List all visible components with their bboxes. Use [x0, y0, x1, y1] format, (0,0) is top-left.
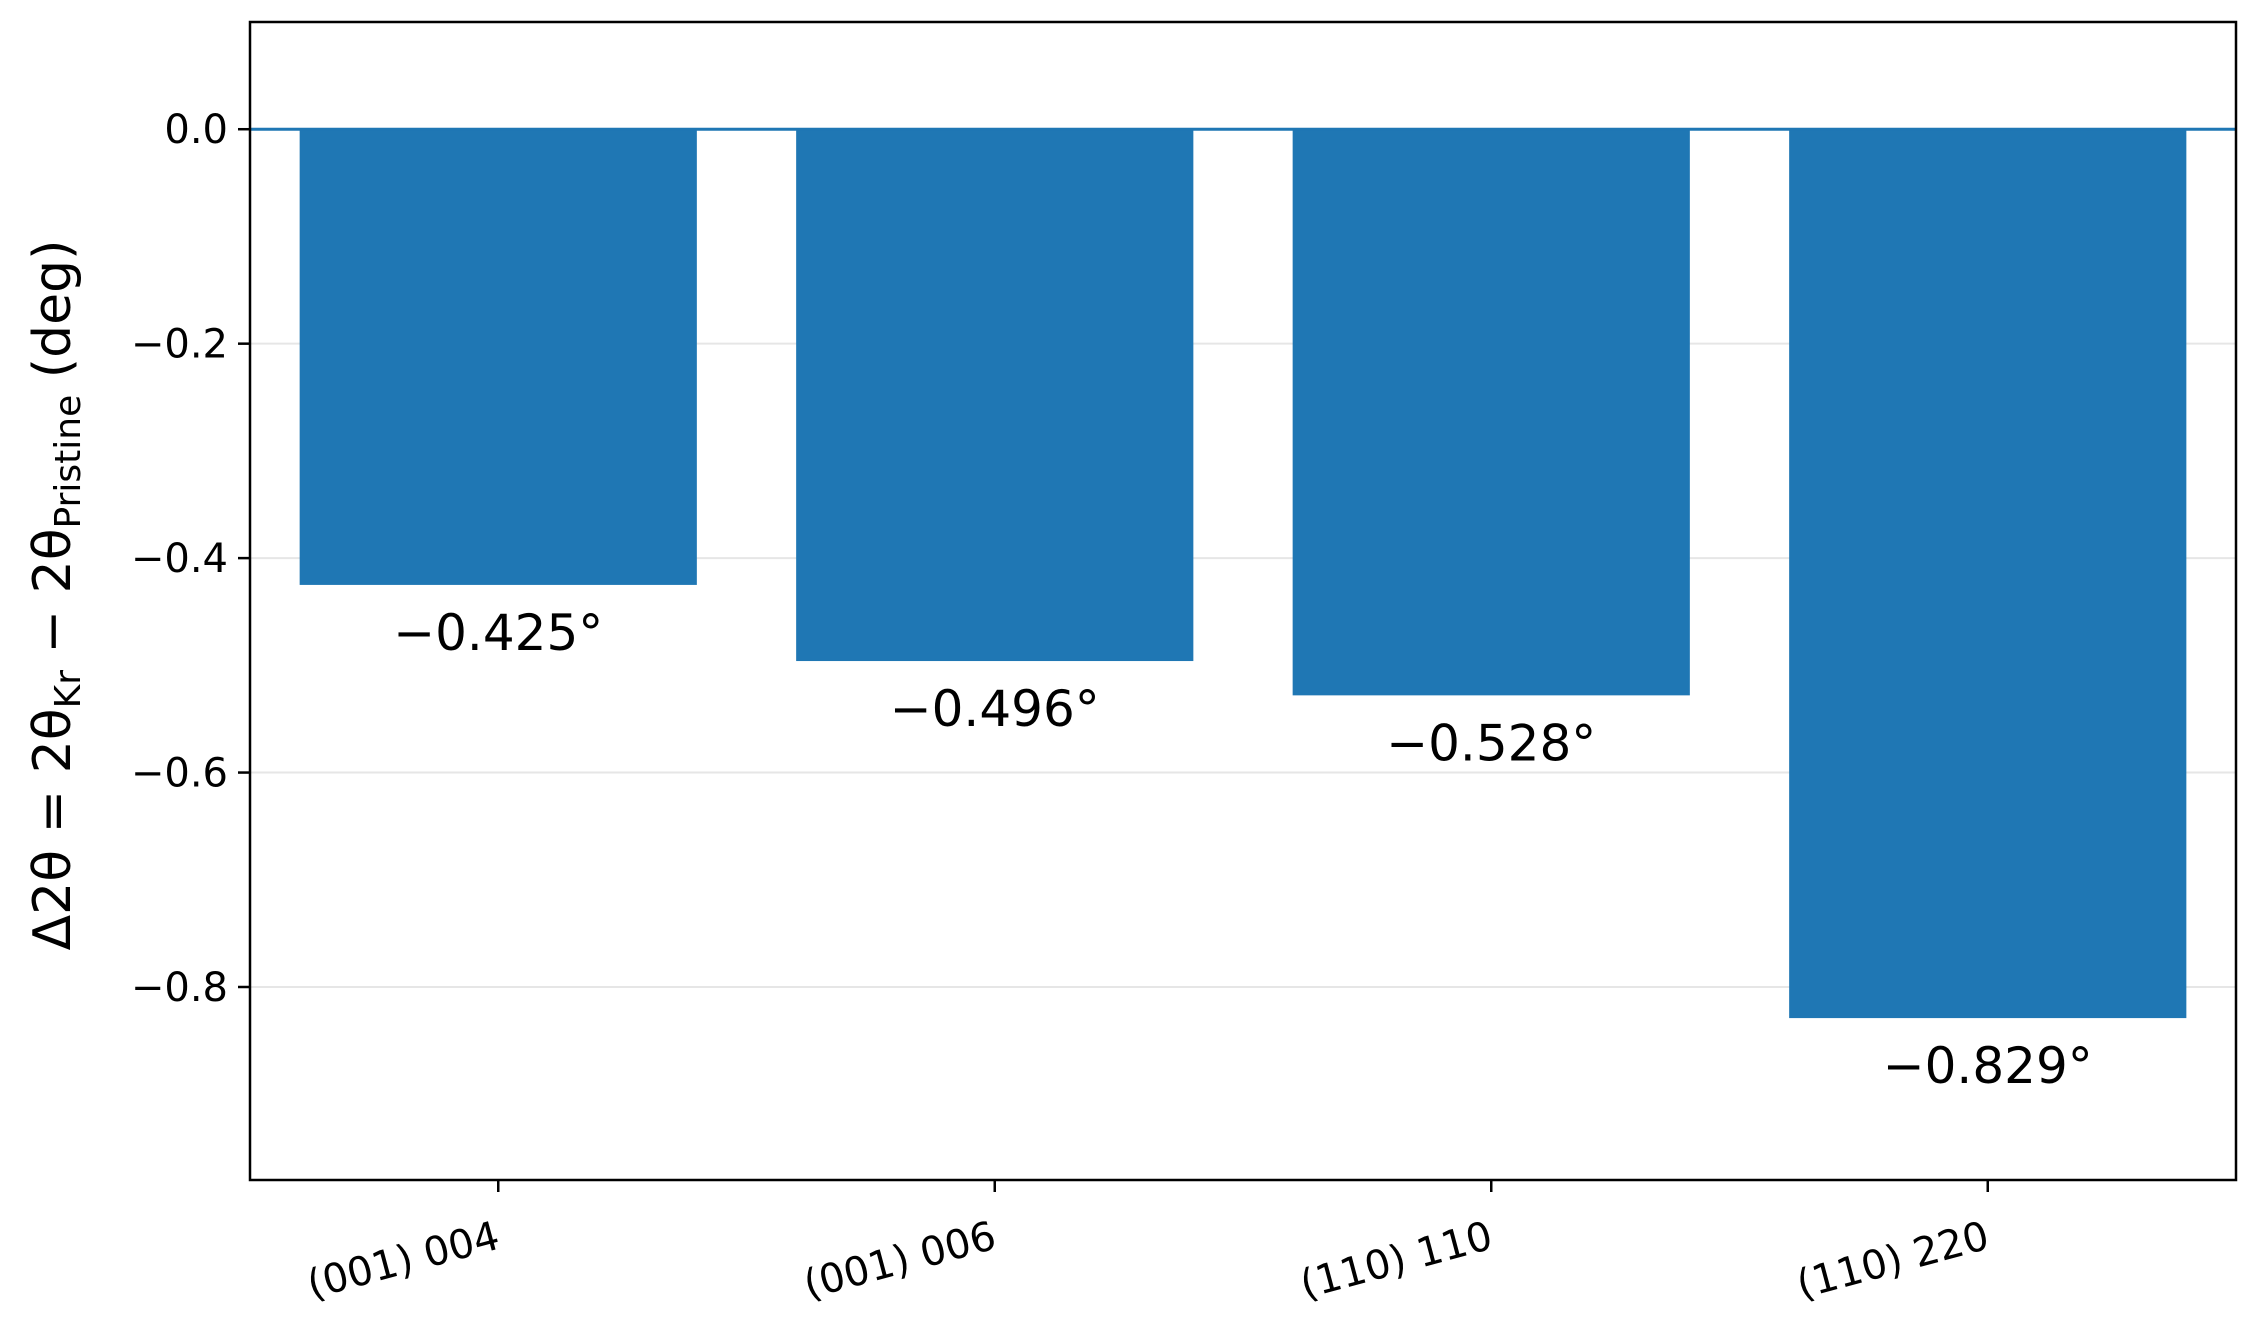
- bar: [796, 129, 1194, 662]
- y-tick-label: 0.0: [164, 107, 228, 153]
- x-tick-label: (001) 006: [799, 1213, 1001, 1308]
- y-tick-label: −0.2: [131, 322, 228, 368]
- y-tick-label: −0.6: [131, 751, 228, 797]
- x-tick-label: (110) 110: [1295, 1213, 1497, 1308]
- y-axis-ticks: 0.0 −0.2 −0.4 −0.6 −0.8: [131, 107, 250, 1011]
- bar-value-label: −0.829°: [1883, 1037, 2093, 1095]
- bar: [1789, 129, 2187, 1019]
- x-tick-label: (110) 220: [1792, 1213, 1994, 1308]
- bar: [299, 129, 697, 585]
- y-axis-label: Δ2θ = 2θKr − 2θPristine (deg): [23, 240, 89, 951]
- bar-value-labels: −0.425° −0.496° −0.528° −0.829°: [393, 604, 2093, 1095]
- bar-value-label: −0.496°: [890, 680, 1100, 738]
- bar-value-label: −0.425°: [393, 604, 603, 662]
- plot-frame: [248, 20, 2238, 1182]
- bar-value-label: −0.528°: [1386, 714, 1596, 772]
- y-axis-label-suffix: (deg): [23, 240, 83, 395]
- x-axis-ticks: (001) 004 (001) 006 (110) 110 (110) 220: [302, 1180, 1994, 1308]
- y-axis-label-prefix: Δ2θ = 2θ: [23, 708, 83, 950]
- bar: [1292, 129, 1690, 696]
- bars: [299, 129, 2187, 1019]
- y-tick-label: −0.4: [131, 536, 228, 582]
- y-axis-label-sub-kr: Kr: [48, 670, 89, 709]
- x-tick-label: (001) 004: [302, 1213, 504, 1308]
- y-axis-label-sub-pristine: Pristine: [48, 395, 89, 529]
- y-tick-label: −0.8: [131, 965, 228, 1011]
- y-axis-label-middle: − 2θ: [23, 528, 83, 670]
